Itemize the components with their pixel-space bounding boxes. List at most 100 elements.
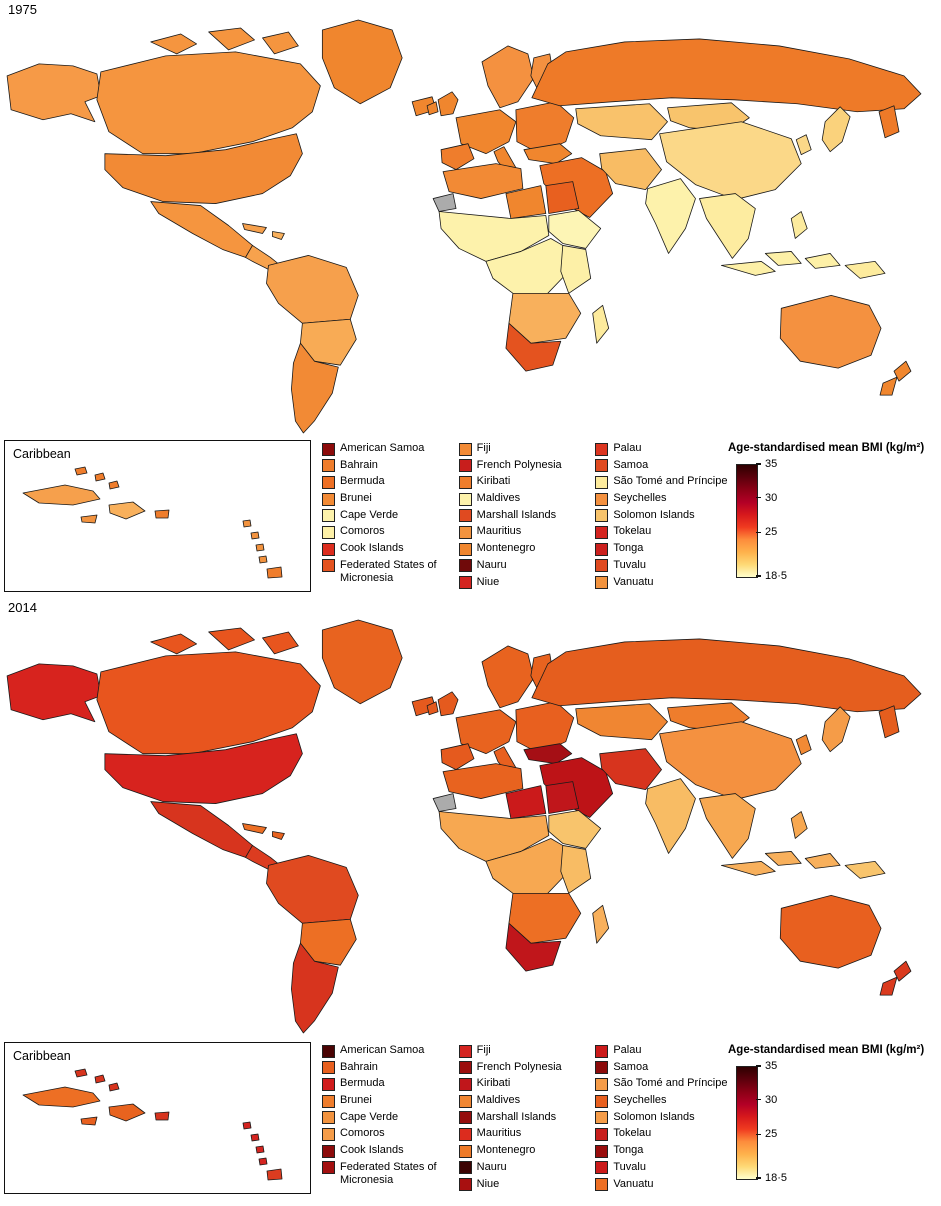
inset-region-bahamas-3 (108, 480, 120, 490)
legend-item: Brunei (322, 1094, 459, 1108)
map-region-egypt (545, 181, 580, 214)
legend-label: Cape Verde (340, 1110, 399, 1123)
legend-label: Vanuatu (613, 575, 654, 588)
inset-region-jamaica (80, 1116, 98, 1126)
legend-swatch (595, 459, 609, 473)
legend-label: Palau (613, 1044, 642, 1056)
map-region-indonesia-3 (804, 853, 841, 869)
scale-tickmark (756, 1099, 761, 1101)
map-region-japan (821, 706, 851, 753)
color-scale-bar (736, 1066, 758, 1180)
legend-swatch (595, 559, 609, 573)
legend-swatch (458, 1111, 472, 1125)
map-region-arctic-island-2 (208, 27, 255, 51)
caribbean-inset-1975: Caribbean (4, 440, 311, 592)
island-legend-1975: American Samoa Bahrain Bermuda Brunei Cape V… (322, 442, 732, 592)
legend-item: Bahrain (322, 1061, 459, 1075)
legend-swatch (322, 492, 335, 506)
map-region-kamchatka (878, 105, 900, 139)
inset-region-lesser-antilles-1 (242, 1121, 252, 1130)
legend-swatch (322, 1044, 335, 1058)
legend-item: Kiribati (458, 475, 596, 489)
legend-swatch (595, 542, 609, 556)
map-region-uk (437, 691, 459, 717)
legend-label: Bermuda (340, 475, 385, 488)
legend-item: Seychelles (595, 492, 732, 506)
legend-swatch (458, 442, 472, 456)
inset-region-lesser-antilles-3 (255, 1145, 265, 1154)
legend-label: Samoa (613, 458, 649, 471)
color-scale-title: Age-standardised mean BMI (kg/m²) (728, 442, 925, 454)
inset-region-lesser-antilles-4 (258, 1157, 268, 1166)
panel-year-label-2014: 2014 (8, 600, 37, 615)
map-region-cuba-main (242, 823, 267, 834)
map-region-indonesia-1 (721, 861, 776, 876)
legend-label: American Samoa (340, 1044, 425, 1056)
legend-swatch (458, 559, 472, 573)
caribbean-inset-label: Caribbean (13, 1049, 71, 1063)
legend-label: Mauritius (476, 525, 522, 538)
map-region-se-asia (699, 793, 756, 859)
scale-tickmark (756, 463, 761, 465)
map-region-western-sahara (432, 793, 457, 812)
map-region-horn-of-africa (548, 210, 602, 249)
legend-label: Federated States of Micronesia (340, 558, 437, 584)
inset-region-bahamas-2 (94, 1074, 106, 1084)
scale-tick-30: 30 (756, 1094, 777, 1106)
map-region-south-africa (505, 922, 562, 972)
map-region-new-zealand-north (893, 360, 912, 382)
island-legend-2014: American Samoa Bahrain Bermuda Brunei Cape V… (322, 1044, 732, 1194)
legend-swatch (322, 1111, 335, 1125)
map-region-japan (821, 106, 851, 153)
legend-swatch (322, 475, 335, 489)
legend-item: Bermuda (322, 1077, 459, 1091)
map-region-new-zealand-south (879, 376, 898, 396)
legend-item: Vanuatu (595, 1178, 732, 1191)
map-region-alaska (6, 63, 102, 123)
map-region-australia (779, 294, 882, 369)
legend-swatch (322, 1161, 335, 1175)
legend-item: American Samoa (322, 1044, 459, 1058)
map-region-philippines (790, 211, 808, 239)
legend-swatch (322, 459, 335, 473)
legend-item: Bahrain (322, 459, 459, 473)
legend-swatch (458, 492, 472, 506)
legend-item: Maldives (458, 1094, 596, 1108)
legend-item: Niue (458, 1178, 596, 1191)
legend-label: Kiribati (476, 475, 511, 488)
scale-tick-label: 25 (765, 526, 778, 539)
legend-label: Fiji (476, 1044, 491, 1056)
scale-tickmark (756, 1177, 761, 1179)
legend-swatch (322, 442, 335, 456)
map-region-east-africa (560, 845, 592, 894)
legend-item: Tonga (595, 542, 732, 556)
legend-label: Comoros (340, 1127, 385, 1140)
legend-column: Fiji French Polynesia Kiribati Maldives Mars… (458, 442, 596, 592)
map-region-southern-cone (291, 942, 339, 1034)
legend-label: Solomon Islands (613, 508, 695, 521)
legend-swatch (458, 525, 472, 539)
legend-item: Federated States of Micronesia (322, 559, 459, 585)
inset-region-hispaniola (108, 501, 146, 520)
map-region-iberia (440, 743, 475, 771)
map-region-india (645, 778, 696, 854)
inset-region-lesser-antilles-3 (255, 543, 265, 552)
legend-swatch (595, 1161, 609, 1175)
legend-item: Montenegro (458, 542, 596, 556)
legend-label: Fiji (476, 442, 491, 454)
legend-swatch (595, 525, 609, 539)
scale-tick-35: 35 (756, 1060, 777, 1072)
map-region-australia (779, 894, 882, 969)
legend-label: Tuvalu (613, 1160, 646, 1173)
inset-region-hispaniola (108, 1103, 146, 1122)
map-region-papua-new-guinea (844, 861, 886, 879)
legend-label: Tokelau (613, 1127, 652, 1140)
inset-region-bahamas-2 (94, 472, 106, 482)
legend-swatch (458, 1061, 472, 1075)
map-region-central-asia (575, 103, 668, 141)
legend-swatch (595, 1144, 609, 1158)
legend-item: Comoros (322, 525, 459, 539)
caribbean-inset-map-1975 (22, 466, 283, 579)
legend-label: Seychelles (613, 492, 667, 505)
map-region-turkey (523, 143, 573, 165)
